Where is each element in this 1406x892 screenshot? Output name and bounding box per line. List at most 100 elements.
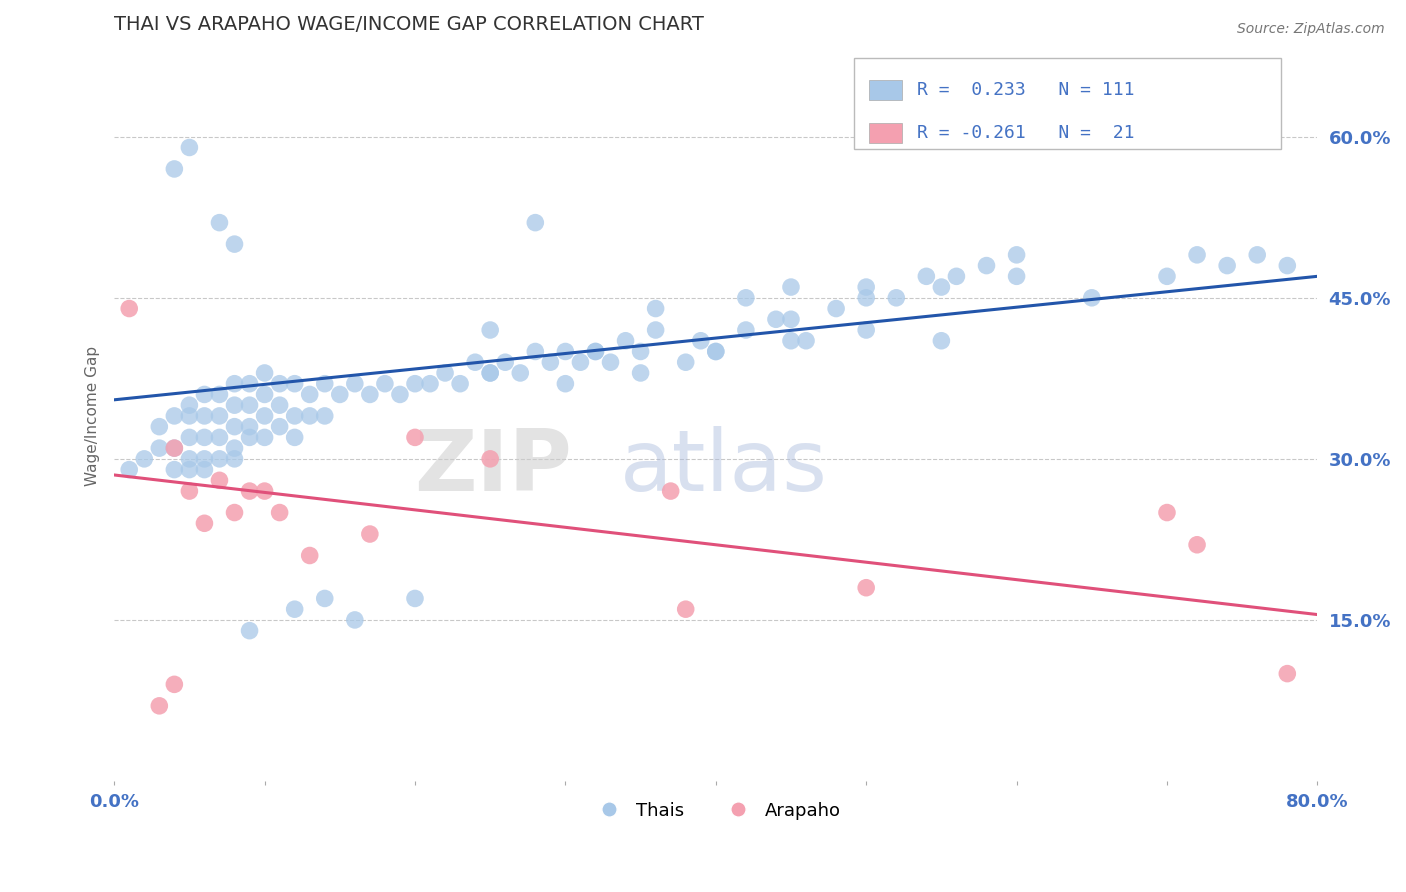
Point bbox=[1081, 291, 1104, 305]
Point bbox=[253, 409, 276, 423]
Point bbox=[269, 376, 291, 391]
Point bbox=[538, 355, 561, 369]
Point bbox=[253, 366, 276, 380]
Text: R = -0.261   N =  21: R = -0.261 N = 21 bbox=[917, 124, 1135, 142]
Point bbox=[524, 344, 547, 359]
Point bbox=[704, 344, 727, 359]
Point bbox=[148, 441, 170, 455]
Point bbox=[630, 344, 652, 359]
Point bbox=[163, 441, 186, 455]
Text: Source: ZipAtlas.com: Source: ZipAtlas.com bbox=[1237, 22, 1385, 37]
Point bbox=[238, 624, 260, 638]
Point bbox=[945, 269, 967, 284]
Point bbox=[931, 334, 953, 348]
Point bbox=[765, 312, 787, 326]
Point bbox=[524, 216, 547, 230]
Point bbox=[734, 291, 756, 305]
Point bbox=[118, 301, 141, 316]
Point bbox=[193, 430, 215, 444]
Point bbox=[224, 419, 246, 434]
Point bbox=[585, 344, 607, 359]
Point bbox=[374, 376, 396, 391]
Point bbox=[238, 484, 260, 499]
Point bbox=[208, 216, 231, 230]
Point bbox=[689, 334, 711, 348]
Point bbox=[780, 312, 803, 326]
Point bbox=[284, 602, 307, 616]
Point bbox=[224, 451, 246, 466]
FancyBboxPatch shape bbox=[869, 123, 903, 144]
Point bbox=[298, 409, 321, 423]
Point bbox=[179, 451, 201, 466]
Point bbox=[179, 398, 201, 412]
Point bbox=[464, 355, 486, 369]
Point bbox=[163, 409, 186, 423]
Point bbox=[224, 237, 246, 252]
Point bbox=[148, 698, 170, 713]
Point bbox=[208, 451, 231, 466]
Text: ZIP: ZIP bbox=[413, 425, 571, 508]
Point bbox=[284, 376, 307, 391]
Point bbox=[884, 291, 907, 305]
Point bbox=[855, 323, 877, 337]
Point bbox=[314, 376, 336, 391]
Point bbox=[224, 398, 246, 412]
Point bbox=[419, 376, 441, 391]
Point bbox=[329, 387, 352, 401]
Point bbox=[163, 161, 186, 176]
Point bbox=[163, 441, 186, 455]
Point bbox=[825, 301, 848, 316]
Point bbox=[208, 387, 231, 401]
Point bbox=[179, 409, 201, 423]
Point bbox=[1277, 259, 1299, 273]
Point bbox=[193, 409, 215, 423]
Y-axis label: Wage/Income Gap: Wage/Income Gap bbox=[86, 346, 100, 486]
Point bbox=[163, 677, 186, 691]
Point bbox=[179, 484, 201, 499]
Point bbox=[479, 323, 502, 337]
Point bbox=[780, 334, 803, 348]
Point bbox=[675, 355, 697, 369]
Point bbox=[479, 451, 502, 466]
Point bbox=[388, 387, 411, 401]
FancyBboxPatch shape bbox=[855, 58, 1281, 149]
Text: THAI VS ARAPAHO WAGE/INCOME GAP CORRELATION CHART: THAI VS ARAPAHO WAGE/INCOME GAP CORRELAT… bbox=[114, 15, 704, 34]
Point bbox=[1156, 269, 1178, 284]
Text: R =  0.233   N = 111: R = 0.233 N = 111 bbox=[917, 81, 1135, 99]
Point bbox=[554, 376, 576, 391]
Point bbox=[855, 291, 877, 305]
Point bbox=[644, 301, 666, 316]
Point bbox=[479, 366, 502, 380]
Point bbox=[343, 376, 366, 391]
Legend: Thais, Arapaho: Thais, Arapaho bbox=[583, 794, 848, 827]
Point bbox=[298, 549, 321, 563]
Point bbox=[1277, 666, 1299, 681]
Point bbox=[659, 484, 682, 499]
Point bbox=[931, 280, 953, 294]
Point bbox=[208, 430, 231, 444]
Point bbox=[704, 344, 727, 359]
Point bbox=[238, 419, 260, 434]
Point bbox=[269, 398, 291, 412]
Point bbox=[269, 506, 291, 520]
Point bbox=[163, 462, 186, 476]
Point bbox=[269, 419, 291, 434]
Point bbox=[479, 366, 502, 380]
Point bbox=[794, 334, 817, 348]
Point bbox=[644, 323, 666, 337]
Point bbox=[253, 484, 276, 499]
Point bbox=[224, 441, 246, 455]
Point bbox=[855, 581, 877, 595]
Point bbox=[1246, 248, 1268, 262]
Point bbox=[569, 355, 592, 369]
Point bbox=[585, 344, 607, 359]
Point bbox=[509, 366, 531, 380]
Point bbox=[554, 344, 576, 359]
Point bbox=[118, 462, 141, 476]
Point bbox=[284, 430, 307, 444]
Point bbox=[298, 387, 321, 401]
Point bbox=[208, 409, 231, 423]
Point bbox=[193, 462, 215, 476]
Point bbox=[1005, 248, 1028, 262]
Point bbox=[434, 366, 457, 380]
